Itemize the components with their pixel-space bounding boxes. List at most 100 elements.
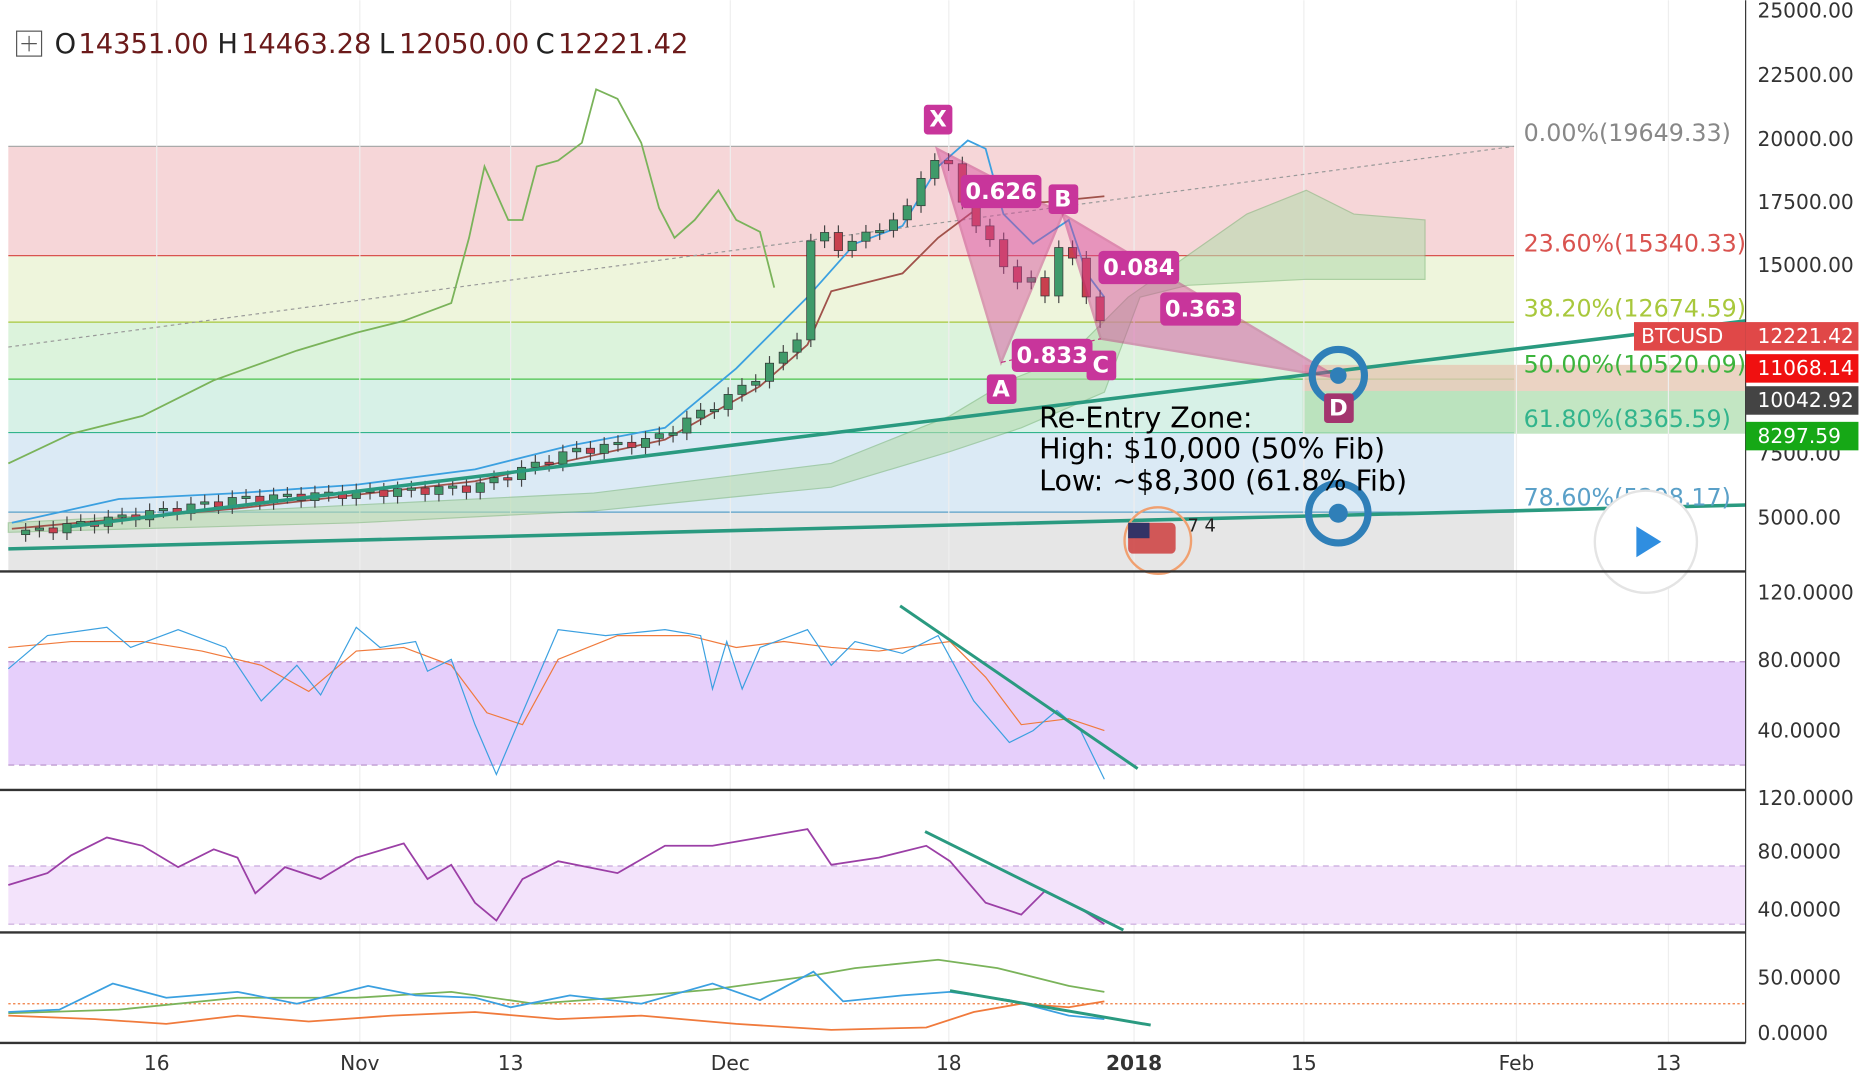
play-icon <box>1636 526 1662 558</box>
candle-body <box>833 232 843 251</box>
pattern-label: A <box>992 376 1010 402</box>
candle-body <box>709 409 719 413</box>
candle-body <box>1026 277 1036 283</box>
candle-body <box>696 409 706 419</box>
candle-body <box>200 501 210 505</box>
candle-body <box>62 523 72 534</box>
candle-body <box>944 160 954 165</box>
candle-body <box>21 529 31 536</box>
band <box>8 865 1746 925</box>
candle-body <box>792 339 802 353</box>
dmi-line <box>8 970 1105 1021</box>
price-label: 22500.00 <box>1758 63 1854 87</box>
price-tag: 11068.14 <box>1758 356 1854 380</box>
candle-body <box>117 514 127 518</box>
candle-body <box>654 433 664 439</box>
candle-body <box>461 485 471 493</box>
tag-bg <box>1745 421 1859 451</box>
target-dot <box>1330 367 1347 384</box>
candle-body <box>599 443 609 454</box>
candle-body <box>902 205 912 221</box>
annotation: High: $10,000 (50% Fib) <box>1039 432 1385 465</box>
candle-body <box>1081 257 1091 298</box>
fib-label: 23.60%(15340.33) <box>1524 229 1746 257</box>
time-label: 18 <box>936 1051 962 1075</box>
expand-icon[interactable] <box>16 30 43 57</box>
candle-body <box>213 501 224 508</box>
candle-body <box>916 178 926 207</box>
price-label: 5000.00 <box>1758 506 1841 530</box>
trend-line <box>924 830 1125 932</box>
flag-badge <box>1123 506 1193 576</box>
candle-body <box>406 487 416 491</box>
candle-body <box>847 240 857 251</box>
indicator-label: 120.0000 <box>1758 581 1854 605</box>
ohlc-value: 12221.42 <box>558 29 688 60</box>
pattern-labels: X 0.626 B 0.084 0.363 0.833 C A D <box>923 104 1354 424</box>
pattern-label: D <box>1329 395 1348 421</box>
flag-icon <box>1128 522 1150 539</box>
ohlc-key: L <box>379 29 395 60</box>
candle-body <box>778 351 788 364</box>
pattern-label: 0.363 <box>1165 297 1236 323</box>
candle-body <box>241 495 251 499</box>
ohlc-value: 14463.28 <box>241 29 371 60</box>
fib-label: 50.00%(10520.09) <box>1524 351 1746 379</box>
candle-body <box>448 485 458 489</box>
candle-body <box>751 380 761 386</box>
pattern-label: C <box>1093 353 1110 379</box>
indicator-label: 40.0000 <box>1758 898 1841 922</box>
candle-body <box>627 441 637 448</box>
fib-label: 38.20%(12674.59) <box>1524 295 1746 323</box>
time-label: Nov <box>340 1051 379 1075</box>
candle-body <box>420 487 430 495</box>
candle-body <box>530 461 540 468</box>
price-tag: 12221.42 <box>1758 324 1854 348</box>
candle-body <box>764 362 775 382</box>
candle-body <box>34 527 44 531</box>
pattern-label: 0.833 <box>1016 343 1087 369</box>
band <box>8 661 1746 766</box>
tag-bg <box>1745 386 1859 415</box>
expand-icon <box>21 35 37 52</box>
candle-body <box>517 466 527 480</box>
price-label: 17500.00 <box>1758 190 1854 214</box>
fib-label: 61.80%(8365.59) <box>1524 405 1731 433</box>
candle-body <box>861 231 871 242</box>
price-tag: 8297.59 <box>1758 424 1841 448</box>
price-label: 20000.00 <box>1758 127 1854 151</box>
trend-line <box>8 503 1746 551</box>
stoch-line <box>8 635 1105 732</box>
trend-line <box>949 989 1151 1027</box>
target-dot <box>1328 503 1348 523</box>
ohlc-value: 12050.00 <box>399 29 529 60</box>
dmi-line <box>8 1000 1105 1031</box>
fib-label: 0.00%(19649.33) <box>1524 119 1731 147</box>
annotation: Re-Entry Zone: <box>1039 401 1252 434</box>
indicator-label: 0.0000 <box>1758 1021 1829 1045</box>
indicator-label: 80.0000 <box>1758 839 1841 863</box>
time-label: 2018 <box>1106 1051 1162 1075</box>
tag-bg <box>1745 354 1859 383</box>
candle-body <box>875 230 885 234</box>
candle-body <box>641 438 651 448</box>
candle-body <box>1068 247 1078 259</box>
ohlc-key: C <box>536 29 555 60</box>
time-axis: 16 Nov 13 Dec 18 2018 15 Feb 13 <box>144 1051 1681 1075</box>
ohlc-key: H <box>217 29 238 60</box>
tag-bg <box>1745 322 1859 351</box>
price-tag: 10042.92 <box>1758 388 1854 412</box>
stoch-line <box>7 626 1105 780</box>
candle-body <box>930 160 940 179</box>
candle-body <box>1095 296 1105 322</box>
candle-body <box>806 240 816 341</box>
candle-body <box>282 493 292 497</box>
candle-body <box>158 507 168 512</box>
candle-body <box>489 477 499 484</box>
candle-body <box>393 488 403 497</box>
candle-body <box>503 477 513 481</box>
pattern-label: 0.626 <box>965 179 1036 205</box>
indicator-label: 80.0000 <box>1758 648 1841 672</box>
candle-body <box>48 527 58 534</box>
ohlc-key: O <box>55 29 77 60</box>
